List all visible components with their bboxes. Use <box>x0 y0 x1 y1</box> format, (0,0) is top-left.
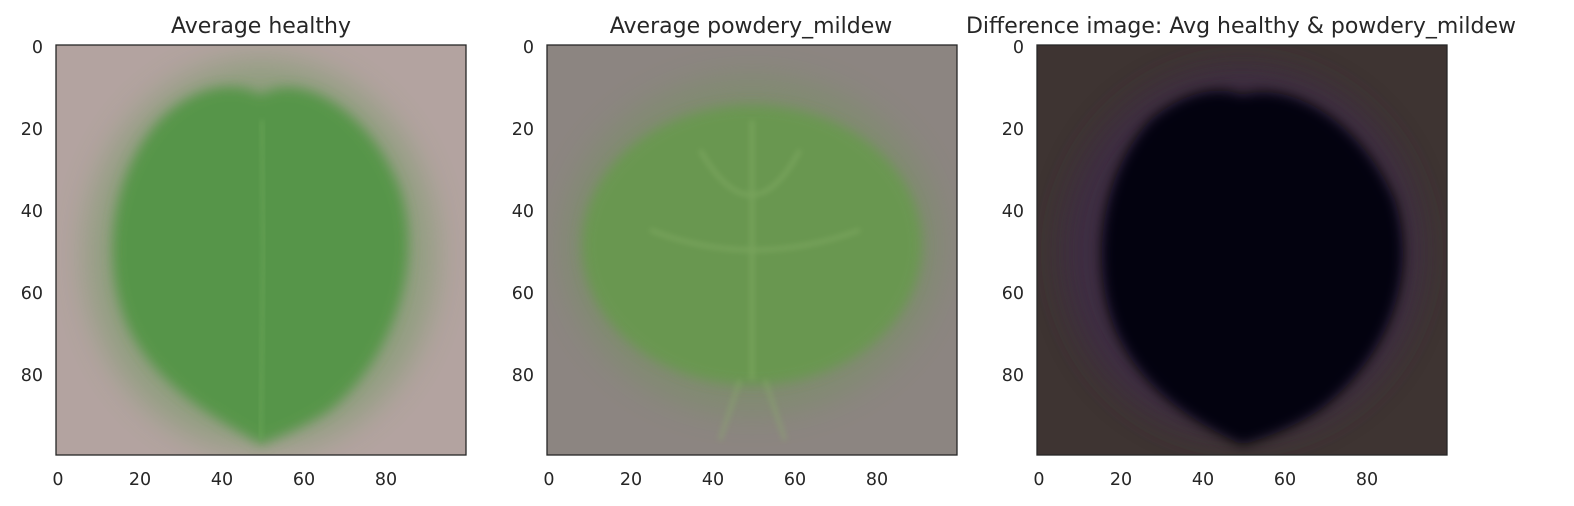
x-tick-label: 20 <box>129 470 151 490</box>
y-tick-label: 20 <box>512 120 534 140</box>
x-tick-label: 60 <box>293 470 315 490</box>
y-tick-label: 40 <box>512 202 534 222</box>
image-average-powdery-mildew <box>547 45 957 455</box>
leaf-stem <box>718 379 787 441</box>
y-tick-label: 60 <box>1002 284 1024 304</box>
y-tick-label: 80 <box>21 366 43 386</box>
x-axis-ticks: 0 20 40 60 80 <box>1033 470 1378 490</box>
x-tick-label: 0 <box>543 470 554 490</box>
x-tick-label: 80 <box>866 470 888 490</box>
y-tick-label: 20 <box>21 120 43 140</box>
y-tick-label: 60 <box>21 284 43 304</box>
y-tick-label: 80 <box>1002 366 1024 386</box>
x-tick-label: 40 <box>1192 470 1214 490</box>
y-tick-label: 60 <box>512 284 534 304</box>
y-tick-label: 80 <box>512 366 534 386</box>
leaf-core <box>1101 90 1404 445</box>
panel-title: Average powdery_mildew <box>610 14 892 39</box>
y-tick-label: 0 <box>523 38 534 58</box>
axes-frame <box>546 44 958 456</box>
leaf-vein <box>649 120 861 380</box>
x-tick-label: 80 <box>1356 470 1378 490</box>
panel-title: Difference image: Avg healthy & powdery_… <box>966 14 1516 39</box>
axes-frame <box>55 44 467 456</box>
x-tick-label: 20 <box>620 470 642 490</box>
y-axis-ticks: 0 20 40 60 80 <box>1002 38 1024 386</box>
panel-title: Average healthy <box>171 14 351 39</box>
x-tick-label: 40 <box>702 470 724 490</box>
leaf-vein <box>257 119 267 441</box>
leaf-blade <box>112 87 409 445</box>
image-difference <box>1037 45 1447 455</box>
image-average-healthy <box>56 45 466 455</box>
x-tick-label: 0 <box>52 470 63 490</box>
y-tick-label: 0 <box>32 38 43 58</box>
y-tick-label: 40 <box>1002 202 1024 222</box>
x-tick-label: 60 <box>784 470 806 490</box>
x-tick-label: 0 <box>1033 470 1044 490</box>
y-axis-ticks: 0 20 40 60 80 <box>21 38 43 386</box>
y-tick-label: 20 <box>1002 120 1024 140</box>
x-tick-label: 60 <box>1274 470 1296 490</box>
x-tick-label: 40 <box>211 470 233 490</box>
y-axis-ticks: 0 20 40 60 80 <box>512 38 534 386</box>
y-tick-label: 40 <box>21 202 43 222</box>
panel-average-healthy: Average healthy 0 20 40 60 80 0 20 40 60… <box>21 14 467 490</box>
x-tick-label: 20 <box>1110 470 1132 490</box>
x-axis-ticks: 0 20 40 60 80 <box>52 470 397 490</box>
x-axis-ticks: 0 20 40 60 80 <box>543 470 888 490</box>
panel-average-powdery-mildew: Average powdery_mildew 0 20 40 60 80 0 2… <box>512 14 958 490</box>
y-tick-label: 0 <box>1013 38 1024 58</box>
axes-frame <box>1036 44 1448 456</box>
panel-difference-image: Difference image: Avg healthy & powdery_… <box>966 14 1516 490</box>
x-tick-label: 80 <box>375 470 397 490</box>
